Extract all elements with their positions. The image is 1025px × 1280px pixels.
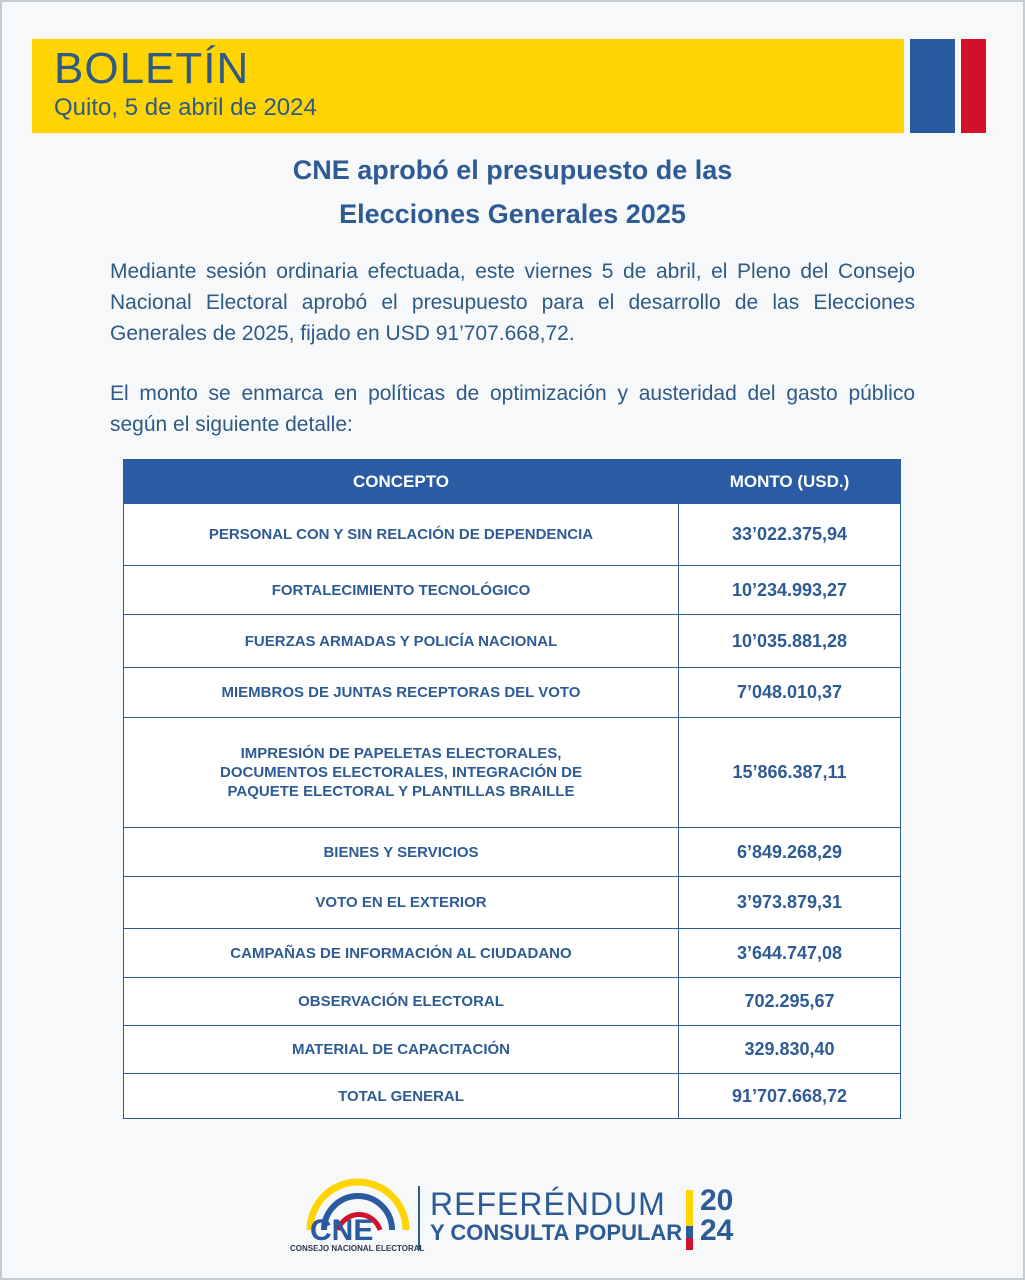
table-row: MATERIAL DE CAPACITACIÓN 329.830,40: [123, 1025, 901, 1074]
bulletin-date: Quito, 5 de abril de 2024: [54, 94, 317, 121]
table-row: IMPRESIÓN DE PAPELETAS ELECTORALES, DOCU…: [123, 717, 901, 828]
monto-cell: 33’022.375,94: [678, 503, 901, 566]
concepto-cell: OBSERVACIÓN ELECTORAL: [123, 977, 679, 1026]
concepto-cell: PERSONAL CON Y SIN RELACIÓN DE DEPENDENC…: [123, 503, 679, 566]
monto-cell: 10’234.993,27: [678, 565, 901, 615]
monto-cell: 3’644.747,08: [678, 928, 901, 978]
monto-cell: 10’035.881,28: [678, 614, 901, 668]
monto-cell: 702.295,67: [678, 977, 901, 1026]
year: 20 24: [700, 1186, 733, 1246]
paragraph: El monto se enmarca en políticas de opti…: [110, 382, 915, 436]
cne-logo-text: CNE: [310, 1214, 374, 1247]
column-header: MONTO (USD.): [678, 459, 901, 504]
concepto-cell: CAMPAÑAS DE INFORMACIÓN AL CIUDADANO: [123, 928, 679, 978]
table-row: BIENES Y SERVICIOS 6’849.268,29: [123, 827, 901, 877]
paragraph: Mediante sesión ordinaria efectuada, est…: [110, 260, 915, 345]
concepto-cell: BIENES Y SERVICIOS: [123, 827, 679, 877]
flag-stripe-blue: [910, 39, 955, 133]
monto-cell: 91’707.668,72: [678, 1073, 901, 1119]
cne-logo-subtitle: CONSEJO NACIONAL ELECTORAL: [290, 1244, 425, 1253]
concepto-cell: TOTAL GENERAL: [123, 1073, 679, 1119]
year-top: 20: [700, 1184, 734, 1217]
table-row: FUERZAS ARMADAS Y POLICÍA NACIONAL 10’035…: [123, 614, 901, 668]
bulletin-title: BOLETÍN: [54, 44, 250, 93]
referendum-text: REFERÉNDUM: [430, 1186, 666, 1222]
header-banner: BOLETÍN Quito, 5 de abril de 2024: [32, 39, 904, 133]
table-row: FORTALECIMIENTO TECNOLÓGICO 10’234.993,27: [123, 565, 901, 615]
consulta-text: Y CONSULTA POPULAR: [430, 1220, 683, 1245]
footer-logos: CNE CONSEJO NACIONAL ELECTORAL REFERÉNDU…: [290, 1172, 760, 1253]
flag-stripe-red: [961, 39, 986, 133]
table-row: MIEMBROS DE JUNTAS RECEPTORAS DEL VOTO 7’…: [123, 667, 901, 718]
concepto-cell: FUERZAS ARMADAS Y POLICÍA NACIONAL: [123, 614, 679, 668]
concepto-cell: IMPRESIÓN DE PAPELETAS ELECTORALES, DOCU…: [123, 717, 679, 828]
headline-line: CNE aprobó el presupuesto de las: [292, 155, 733, 185]
monto-cell: 6’849.268,29: [678, 827, 901, 877]
table-row: CAMPAÑAS DE INFORMACIÓN AL CIUDADANO 3’64…: [123, 928, 901, 978]
table-row: VOTO EN EL EXTERIOR 3’973.879,31: [123, 876, 901, 929]
monto-cell: 329.830,40: [678, 1025, 901, 1074]
headline-line: Elecciones Generales 2025: [339, 199, 686, 229]
concepto-cell: FORTALECIMIENTO TECNOLÓGICO: [123, 565, 679, 615]
table-row: PERSONAL CON Y SIN RELACIÓN DE DEPENDENC…: [123, 503, 901, 566]
cne-arc-logo-icon: [306, 1178, 410, 1231]
flag-bar: [686, 1190, 693, 1250]
budget-table: CONCEPTO MONTO (USD.) PERSONAL CON Y SIN…: [123, 459, 901, 1119]
table-row: OBSERVACIÓN ELECTORAL 702.295,67: [123, 977, 901, 1026]
divider: [418, 1186, 420, 1250]
monto-cell: 7’048.010,37: [678, 667, 901, 718]
year-bottom: 24: [700, 1214, 734, 1247]
concepto-cell: MIEMBROS DE JUNTAS RECEPTORAS DEL VOTO: [123, 667, 679, 718]
monto-cell: 3’973.879,31: [678, 876, 901, 929]
total-row: TOTAL GENERAL 91’707.668,72: [123, 1073, 901, 1119]
concepto-cell: VOTO EN EL EXTERIOR: [123, 876, 679, 929]
monto-cell: 15’866.387,11: [678, 717, 901, 828]
headline: CNE aprobó el presupuesto de las Eleccio…: [0, 148, 1025, 236]
column-header: CONCEPTO: [123, 459, 679, 504]
concepto-cell: MATERIAL DE CAPACITACIÓN: [123, 1025, 679, 1074]
